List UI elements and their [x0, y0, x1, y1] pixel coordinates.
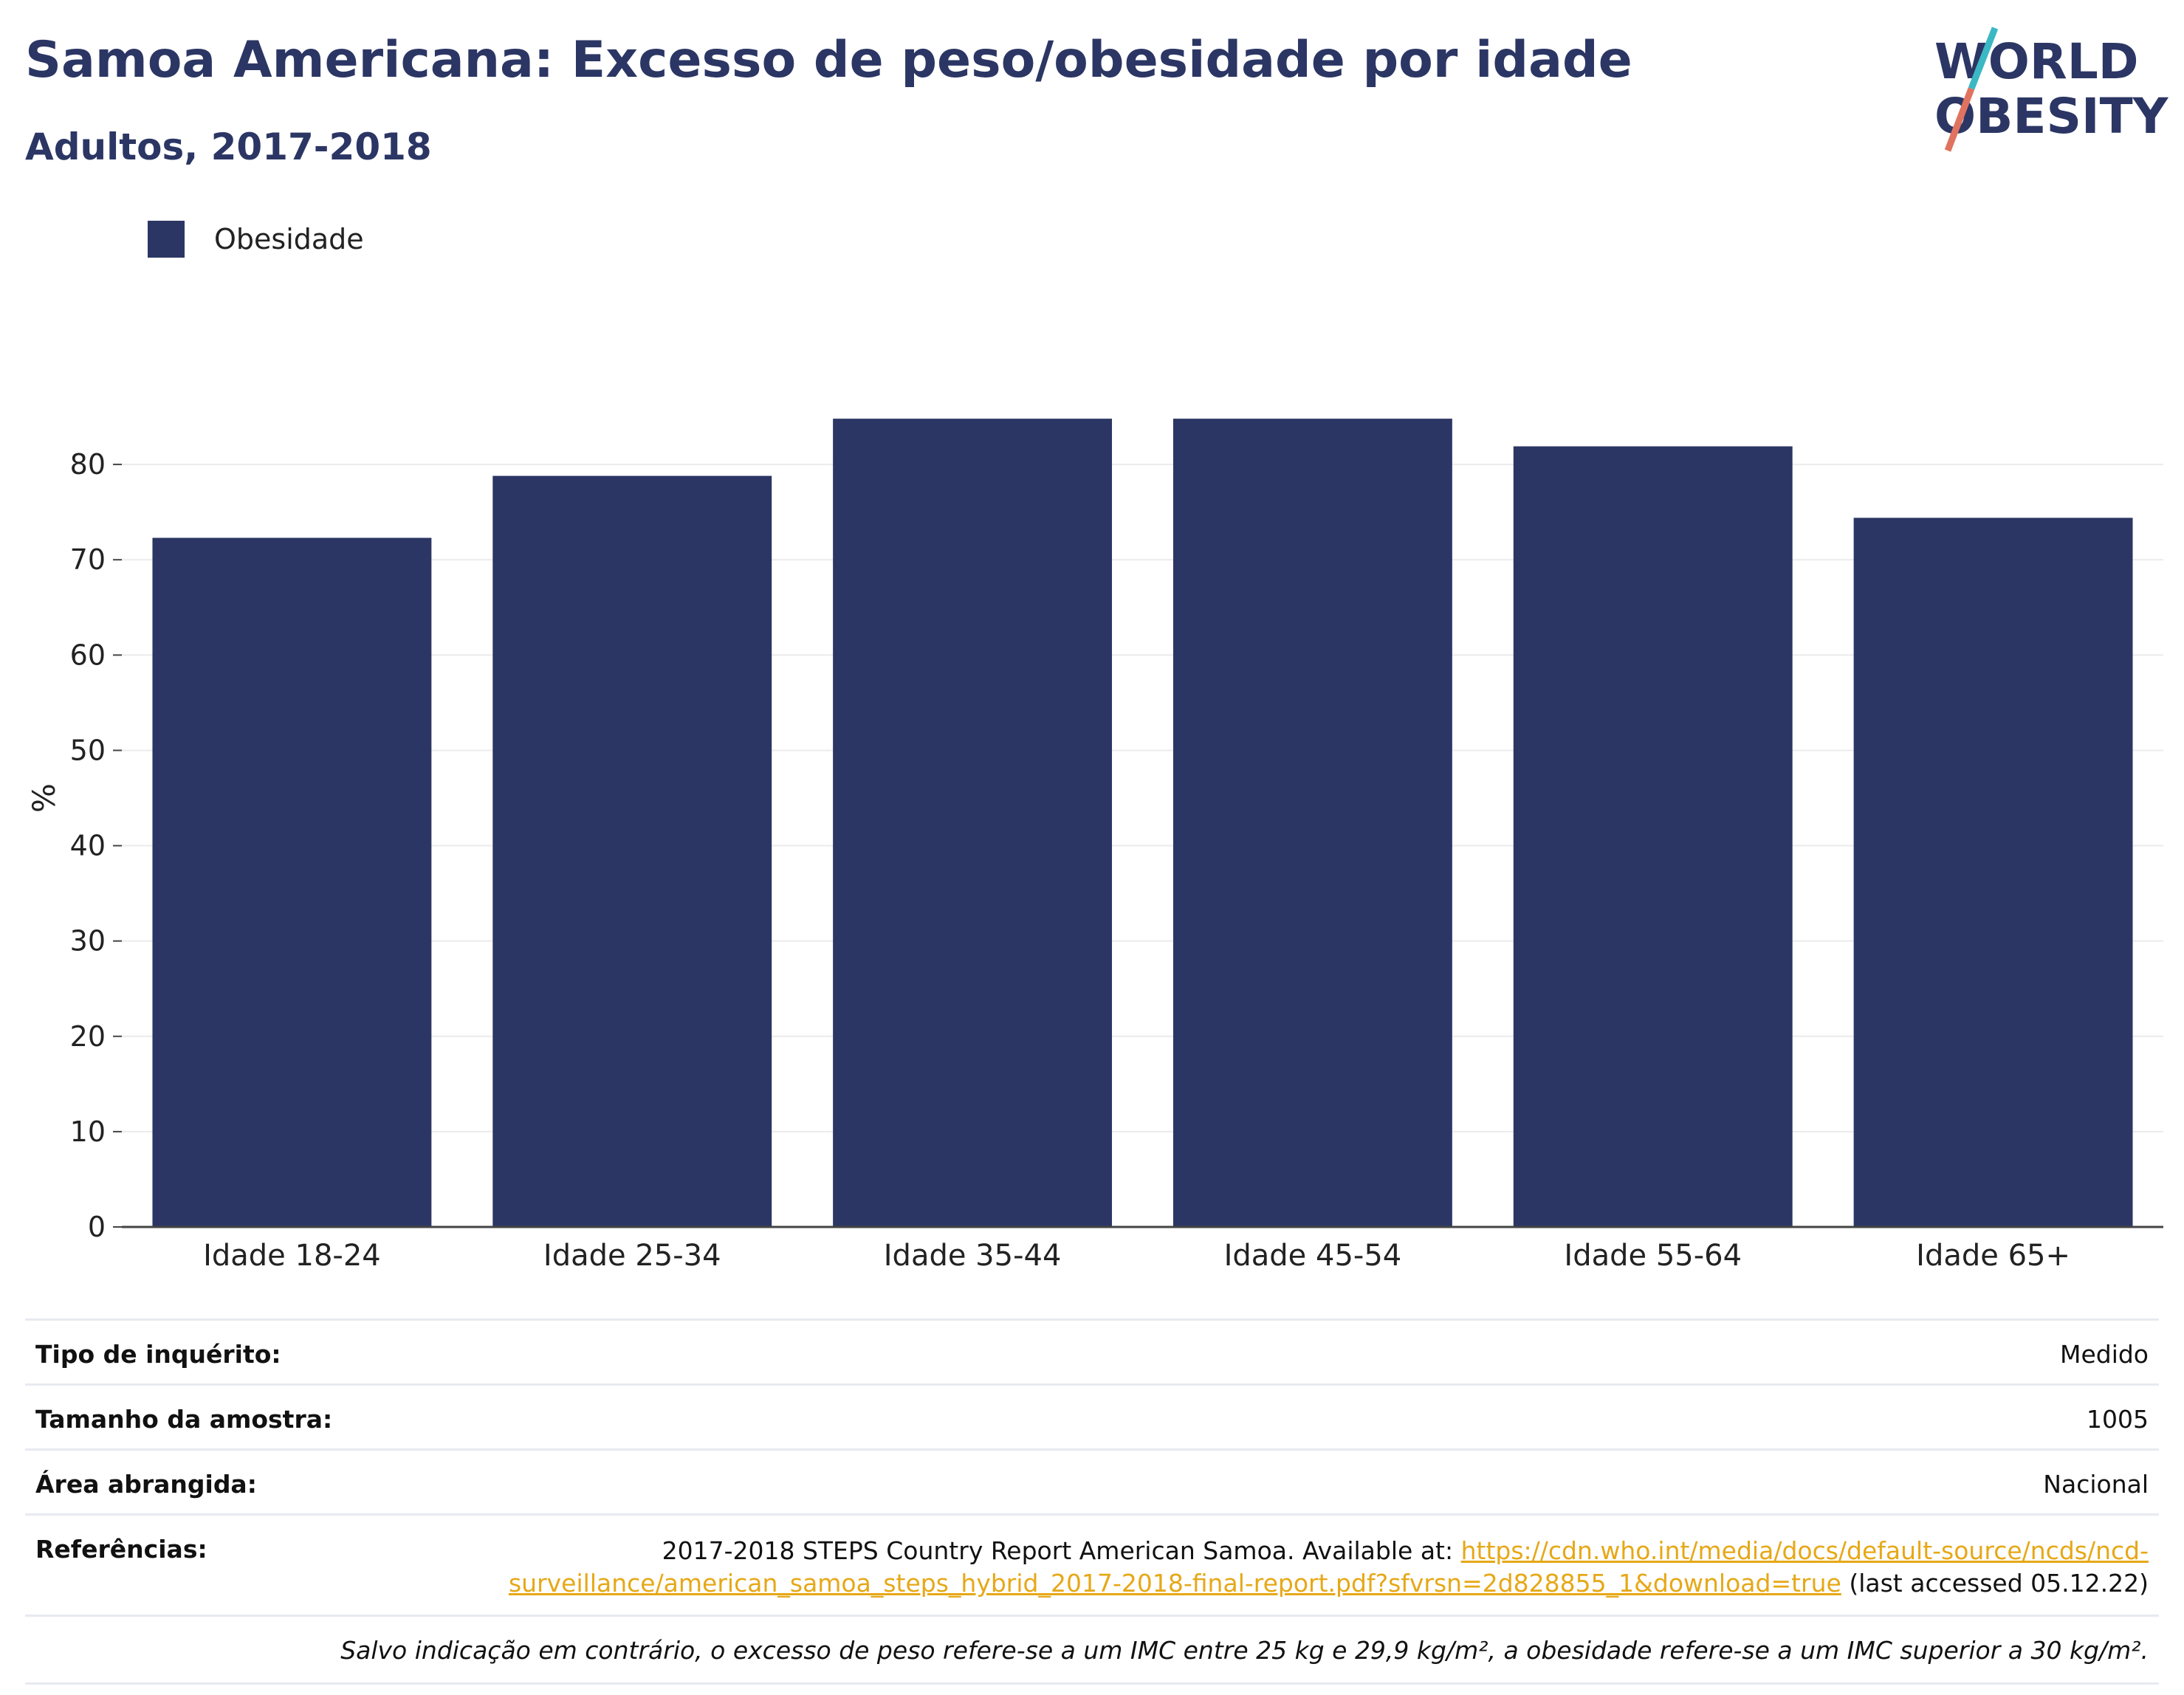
references-text: 2017-2018 STEPS Country Report American …	[662, 1536, 1454, 1565]
legend-label: Obesidade	[214, 223, 364, 255]
references-value: 2017-2018 STEPS Country Report American …	[362, 1535, 2149, 1600]
bar-1	[152, 537, 432, 1227]
y-tick-label: 50	[70, 734, 106, 766]
survey-type-value: Medido	[2059, 1340, 2149, 1369]
references-link[interactable]: https://cdn.who.int/media/docs/default-s…	[508, 1536, 2149, 1598]
chart-subtitle: Adultos, 2017-2018	[25, 126, 432, 168]
bar-5	[1513, 446, 1793, 1227]
bar-3	[833, 419, 1113, 1228]
x-tick-label: Idade 25-34	[543, 1239, 721, 1273]
sample-size-value: 1005	[2087, 1405, 2149, 1434]
y-tick-label: 0	[88, 1211, 106, 1243]
y-tick-label: 10	[70, 1115, 106, 1148]
logo-slash-teal	[1968, 27, 1999, 90]
area-label: Área abrangida:	[35, 1470, 257, 1499]
survey-info-table: Tipo de inquérito: Medido Tamanho da amo…	[25, 1318, 2159, 1685]
survey-type-label: Tipo de inquérito:	[35, 1340, 281, 1369]
logo-line2: OBESITY	[1934, 88, 2169, 145]
logo-line1: WORLD	[1934, 33, 2139, 90]
legend-swatch	[148, 221, 185, 258]
bar-6	[1853, 518, 2133, 1227]
info-row-references: Referências: 2017-2018 STEPS Country Rep…	[25, 1513, 2159, 1615]
sample-size-label: Tamanho da amostra:	[35, 1405, 333, 1434]
x-tick-label: Idade 55-64	[1564, 1239, 1742, 1273]
bar-4	[1172, 419, 1452, 1228]
x-tick-label: Idade 45-54	[1224, 1239, 1402, 1273]
area-value: Nacional	[2043, 1470, 2149, 1499]
logo-slash-coral	[1944, 87, 1975, 152]
references-label: Referências:	[35, 1535, 207, 1564]
info-row-area: Área abrangida: Nacional	[25, 1448, 2159, 1513]
y-tick-label: 80	[70, 448, 106, 481]
bar-chart: 0 10 20 30 40 50 60 70 80% Idade 18-24 Idade 25-34…	[26, 419, 2163, 1273]
y-tick-label: 70	[70, 543, 106, 576]
bmi-note: Salvo indicação em contrário, o excesso …	[25, 1615, 2159, 1685]
bar-2	[492, 475, 772, 1227]
y-tick-label: 30	[70, 925, 106, 957]
world-obesity-logo: WORLD OBESITY	[1934, 27, 2169, 152]
y-tick-label: 60	[70, 639, 106, 671]
info-row-sample-size: Tamanho da amostra: 1005	[25, 1383, 2159, 1448]
y-tick-label: 20	[70, 1020, 106, 1053]
x-tick-label: Idade 65+	[1916, 1239, 2070, 1273]
x-tick-label: Idade 35-44	[884, 1239, 1062, 1273]
references-suffix: (last accessed 05.12.22)	[1849, 1569, 2149, 1598]
y-tick-label: 40	[70, 830, 106, 862]
chart-legend: Obesidade	[148, 220, 364, 258]
x-tick-label: Idade 18-24	[203, 1239, 381, 1273]
chart-title: Samoa Americana: Excesso de peso/obesida…	[25, 31, 1632, 89]
info-row-survey-type: Tipo de inquérito: Medido	[25, 1318, 2159, 1383]
y-axis-label: %	[26, 783, 62, 813]
